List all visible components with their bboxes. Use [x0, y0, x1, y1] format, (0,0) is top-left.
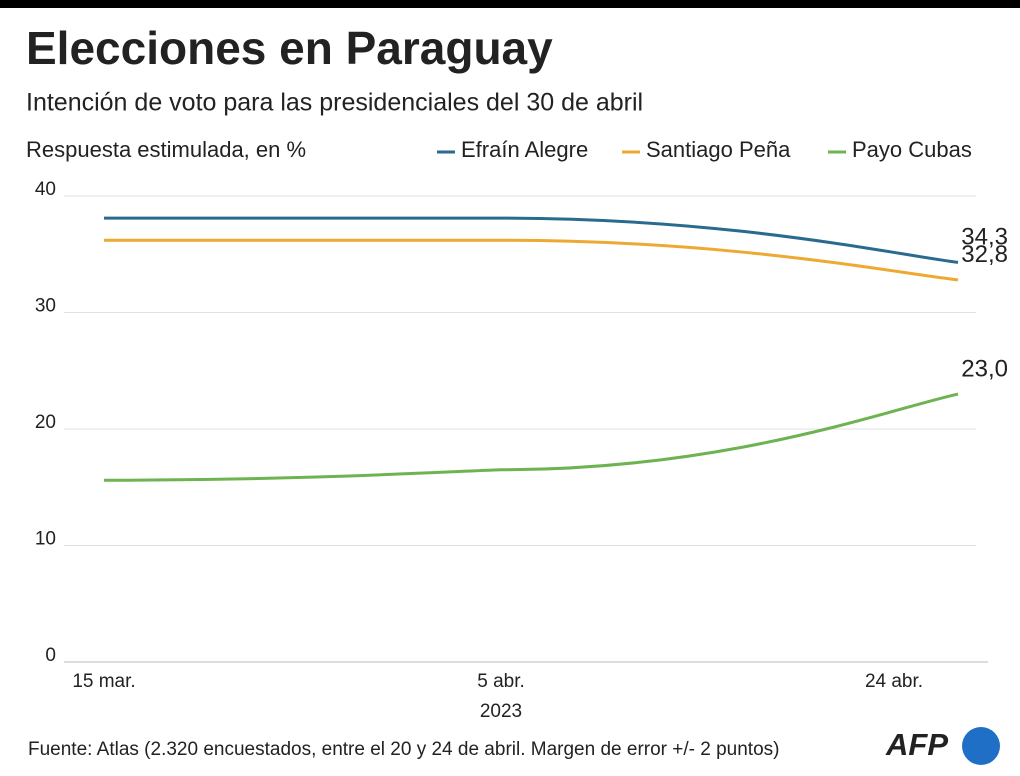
- series-line: [104, 238, 959, 282]
- x-year-label: 2023: [480, 701, 522, 722]
- chart-title: Elecciones en Paraguay: [26, 22, 553, 74]
- y-tick-label: 30: [35, 296, 56, 317]
- logo-dot: [962, 727, 1000, 765]
- chart-subtitle: Intención de voto para las presidenciale…: [26, 89, 643, 117]
- y-axis-label: Respuesta estimulada, en %: [26, 137, 306, 162]
- x-tick-label: 24 abr.: [865, 671, 923, 692]
- value-label: 32,8: [961, 241, 1008, 268]
- x-tick-label: 5 abr.: [477, 671, 525, 692]
- series-line: [103, 216, 959, 264]
- source: Fuente: Atlas (2.320 encuestados, entre …: [28, 739, 779, 760]
- y-tick-label: 20: [35, 412, 56, 433]
- x-tick-label: 15 mar.: [72, 671, 135, 692]
- legend-label: Efraín Alegre: [461, 137, 588, 162]
- legend-label: Payo Cubas: [852, 137, 972, 162]
- value-label: 34,3: [961, 224, 1008, 251]
- series-line: [103, 392, 959, 482]
- legend-label: Santiago Peña: [646, 137, 791, 162]
- y-tick-label: 10: [35, 529, 56, 550]
- top-bar: [0, 0, 1020, 8]
- y-tick-label: 40: [35, 179, 56, 200]
- logo: AFP: [885, 727, 948, 762]
- y-tick-label: 0: [45, 645, 56, 666]
- value-label: 23,0: [961, 355, 1008, 382]
